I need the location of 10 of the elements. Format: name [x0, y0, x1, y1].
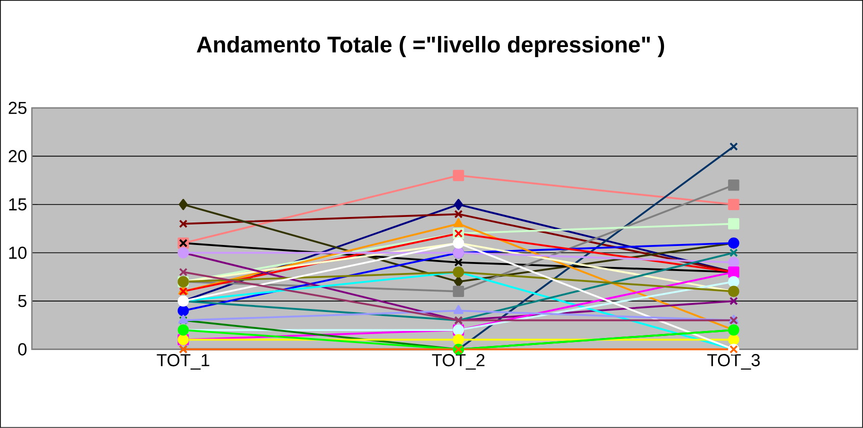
x-tick-label: TOT_3: [707, 354, 760, 370]
y-tick-label: 10: [9, 246, 26, 259]
y-tick-label: 20: [8, 150, 26, 162]
y-tick-label: 15: [9, 198, 26, 211]
chart-title: Andamento Totale ( ="livello depressione" ): [196, 36, 664, 58]
x-tick-label: TOT_1: [156, 354, 210, 370]
y-tick-label: 0: [18, 343, 27, 356]
x-tick-label: TOT_2: [432, 354, 484, 370]
y-tick-label: 5: [18, 295, 26, 308]
y-tick-label: 25: [8, 102, 26, 114]
